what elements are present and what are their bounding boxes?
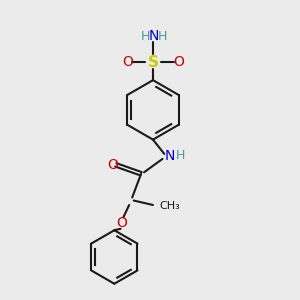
Text: CH₃: CH₃	[159, 202, 180, 212]
Text: H: H	[140, 30, 150, 43]
Text: O: O	[116, 216, 127, 230]
Text: N: N	[164, 149, 175, 163]
Text: H: H	[158, 30, 167, 43]
Text: O: O	[107, 158, 118, 172]
Text: N: N	[149, 29, 159, 43]
Text: O: O	[122, 55, 133, 69]
Text: O: O	[173, 55, 184, 69]
Text: H: H	[176, 149, 185, 162]
Text: S: S	[148, 55, 158, 70]
